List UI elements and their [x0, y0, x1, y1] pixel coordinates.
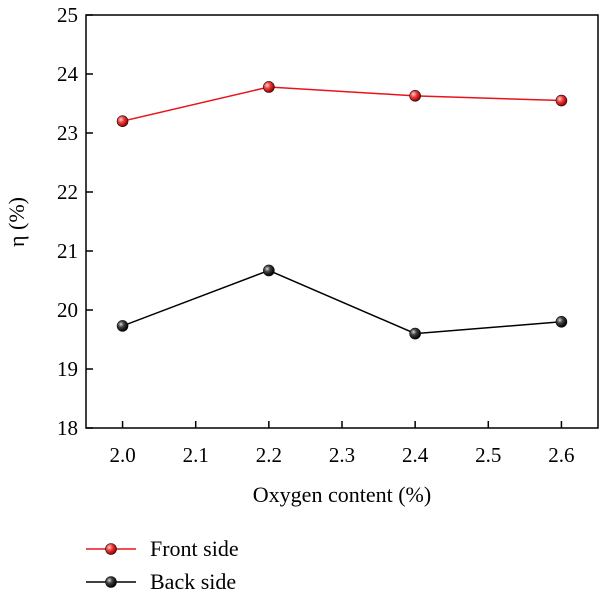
x-tick-label: 2.6	[548, 443, 574, 467]
y-tick-label: 25	[57, 3, 78, 27]
data-point-0-3	[555, 94, 568, 107]
series-line-1	[122, 269, 562, 335]
data-point-1-2	[409, 327, 421, 340]
legend-marker-0	[105, 543, 117, 555]
x-tick-label: 2.2	[256, 443, 282, 467]
y-tick-label: 18	[57, 416, 78, 440]
y-tick-label: 23	[57, 121, 78, 145]
data-point-0-1	[263, 81, 275, 93]
legend-label-1: Back side	[150, 569, 236, 594]
legend-marker-1	[105, 576, 117, 588]
x-tick-label: 2.5	[475, 443, 501, 467]
series-line-0	[122, 86, 562, 122]
series-layer	[116, 81, 568, 340]
x-tick-label: 2.3	[329, 443, 355, 467]
plot-frame	[85, 14, 599, 429]
legend: Front side Back side	[86, 536, 239, 594]
y-tick-label: 22	[57, 180, 78, 204]
data-point-0-0	[116, 115, 129, 127]
x-axis-title: Oxygen content (%)	[253, 482, 431, 507]
y-tick-label: 21	[57, 239, 78, 263]
y-tick-label: 24	[57, 62, 79, 86]
legend-label-0: Front side	[150, 536, 239, 561]
data-point-0-2	[409, 90, 421, 102]
x-tick-label: 2.0	[109, 443, 135, 467]
y-axis-title: η (%)	[4, 197, 29, 247]
data-point-1-3	[555, 315, 568, 328]
y-axis: 18 19 20 21 22 23 24 25	[57, 3, 93, 440]
x-tick-label: 2.4	[402, 443, 429, 467]
x-tick-label: 2.1	[183, 443, 209, 467]
data-point-1-1	[263, 264, 275, 277]
x-axis: 2.0 2.1 2.2 2.3 2.4 2.5 2.6	[109, 421, 575, 467]
y-tick-label: 20	[57, 298, 78, 322]
data-point-1-0	[116, 320, 129, 332]
y-tick-label: 19	[57, 357, 78, 381]
